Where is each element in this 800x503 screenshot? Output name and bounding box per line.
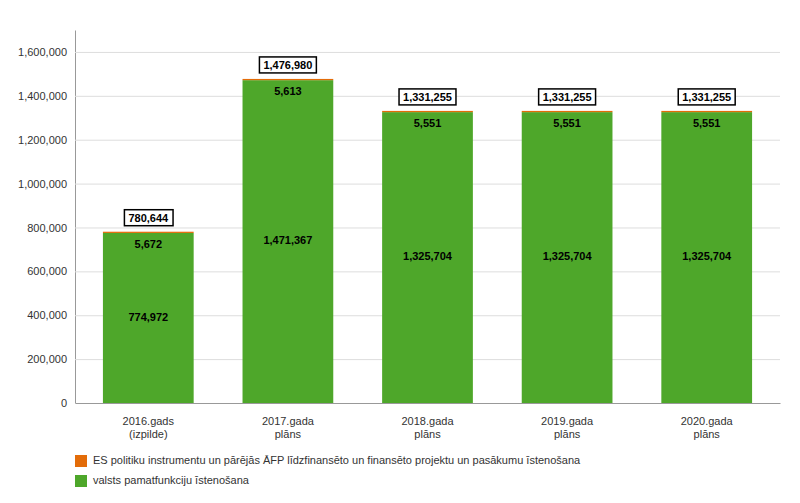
bars xyxy=(103,79,752,403)
y-tick-label: 600,000 xyxy=(27,265,67,277)
total-label-group: 1,331,255 xyxy=(399,89,456,105)
y-tick-label: 0 xyxy=(61,397,67,409)
plot: 0 200,000 400,000 600,000 800,000 1,000,000 1,… xyxy=(18,31,780,441)
x-tick-label: 2018.gadaplāns xyxy=(402,415,455,440)
legend-swatch xyxy=(75,475,87,487)
data-label: 1,471,367 xyxy=(263,234,312,246)
total-label-box xyxy=(259,57,316,73)
total-label: 1,476,980 xyxy=(263,59,312,71)
y-tick-label: 400,000 xyxy=(27,309,67,321)
data-labels: 774,972 5,672 1,471,367 5,613 1,325,704 5,551… xyxy=(124,57,735,323)
total-label-group: 1,476,980 xyxy=(259,57,316,73)
y-axis-line xyxy=(75,31,76,404)
x-axis-line xyxy=(76,403,781,404)
chart: 0 200,000 400,000 600,000 800,000 1,000,000 1,… xyxy=(0,0,800,503)
y-tick-label: 1,600,000 xyxy=(18,46,67,58)
data-label: 774,972 xyxy=(128,311,168,323)
y-tick: 1,600,000 xyxy=(18,46,780,58)
y-tick-label: 1,000,000 xyxy=(18,178,67,190)
x-tick: 2018.gadaplāns xyxy=(402,415,455,440)
legend-item: ES politiku instrumentu un pārējās ĀFP l… xyxy=(75,454,581,467)
y-tick-label: 1,400,000 xyxy=(18,90,67,102)
total-label-box xyxy=(124,210,173,226)
x-tick: 2020.gadaplāns xyxy=(681,415,734,440)
data-label: 5,551 xyxy=(693,117,721,129)
bar xyxy=(382,111,473,112)
data-label: 1,325,704 xyxy=(543,250,593,262)
total-label: 1,331,255 xyxy=(543,91,592,103)
x-tick: 2019.gadaplāns xyxy=(541,415,594,440)
total-label: 1,331,255 xyxy=(682,91,731,103)
x-tick: 2016.gads(izpilde) xyxy=(123,415,175,440)
bar xyxy=(522,112,613,403)
bar xyxy=(243,79,334,80)
grid-line xyxy=(75,52,780,53)
bar xyxy=(382,112,473,403)
x-axis: 2016.gads(izpilde) 2017.gadaplāns 2018.gad… xyxy=(76,404,781,441)
data-label: 1,325,704 xyxy=(682,250,732,262)
total-label-group: 780,644 xyxy=(124,210,173,226)
bar xyxy=(661,112,752,403)
bar xyxy=(103,233,194,403)
legend-label: valsts pamatfunkciju īstenošana xyxy=(93,474,250,486)
y-tick-label: 1,200,000 xyxy=(18,134,67,146)
total-label-box xyxy=(539,89,596,105)
data-label: 5,551 xyxy=(414,117,442,129)
legend-label: ES politiku instrumentu un pārējās ĀFP l… xyxy=(93,454,581,466)
bar xyxy=(522,111,613,112)
bar xyxy=(243,80,334,403)
bar xyxy=(661,111,752,112)
total-label-box xyxy=(399,89,456,105)
x-tick-label: 2020.gadaplāns xyxy=(681,415,734,440)
total-label: 780,644 xyxy=(128,212,169,224)
total-label-group: 1,331,255 xyxy=(678,89,735,105)
legend-swatch xyxy=(75,455,87,467)
y-tick-label: 200,000 xyxy=(27,353,67,365)
total-label-box xyxy=(678,89,735,105)
x-tick-label: 2017.gadaplāns xyxy=(262,415,315,440)
bar xyxy=(103,232,194,233)
x-tick-label: 2019.gadaplāns xyxy=(541,415,594,440)
x-tick: 2017.gadaplāns xyxy=(262,415,315,440)
legend: ES politiku instrumentu un pārējās ĀFP l… xyxy=(75,454,581,487)
data-label: 5,672 xyxy=(135,238,163,250)
y-axis: 0 200,000 400,000 600,000 800,000 1,000,000 1,… xyxy=(18,31,780,410)
data-label: 5,613 xyxy=(274,85,302,97)
grid-line xyxy=(75,403,780,404)
data-label: 1,325,704 xyxy=(403,250,453,262)
y-tick-label: 800,000 xyxy=(27,221,67,233)
legend-item: valsts pamatfunkciju īstenošana xyxy=(75,474,250,487)
total-label-group: 1,331,255 xyxy=(539,89,596,105)
x-tick-label: 2016.gads(izpilde) xyxy=(123,415,175,440)
data-label: 5,551 xyxy=(553,117,581,129)
total-label: 1,331,255 xyxy=(403,91,452,103)
